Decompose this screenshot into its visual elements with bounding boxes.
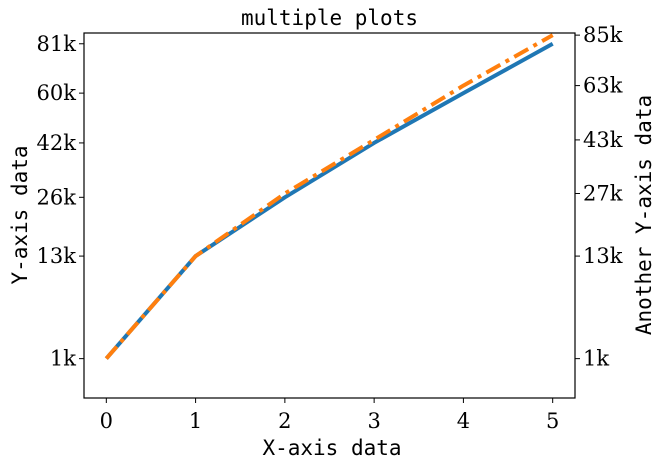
y2-tick-label: 1k [583,347,609,371]
y2-tick-label: 63k [583,74,623,98]
series-line-2 [104,33,554,360]
plot-area [84,33,575,398]
y-tick-label: 60k [37,81,77,105]
y-tick-label: 1k [50,347,76,371]
series-line-1 [104,42,554,360]
x-tick-label: 0 [100,409,113,433]
x-tick-label: 4 [457,409,470,433]
y-axis: 1k 13k 26k 42k 60k 81k [37,32,84,371]
y-tick-label: 42k [37,131,77,155]
x-tick-label: 3 [367,409,380,433]
plot-frame [83,32,576,399]
y-tick-label: 81k [37,32,77,56]
y2-tick-label: 43k [583,128,623,152]
y2-axis: 1k 13k 27k 43k 63k 85k [575,23,623,371]
y2-tick-label: 85k [583,23,623,47]
x-tick-label: 5 [546,409,559,433]
chart-title: multiple plots [241,6,418,30]
y2-axis-label: Another Y-axis data [632,95,656,335]
y2-tick-label: 27k [583,181,623,205]
x-tick-label: 2 [278,409,291,433]
y2-tick-label: 13k [583,244,623,268]
x-axis: 0 1 2 3 4 5 [100,398,559,433]
y-tick-label: 13k [37,244,77,268]
x-tick-label: 1 [189,409,202,433]
y-tick-label: 26k [37,185,77,209]
x-axis-label: X-axis data [262,436,401,460]
series-layer [104,33,554,360]
y-axis-label: Y-axis data [8,145,32,284]
